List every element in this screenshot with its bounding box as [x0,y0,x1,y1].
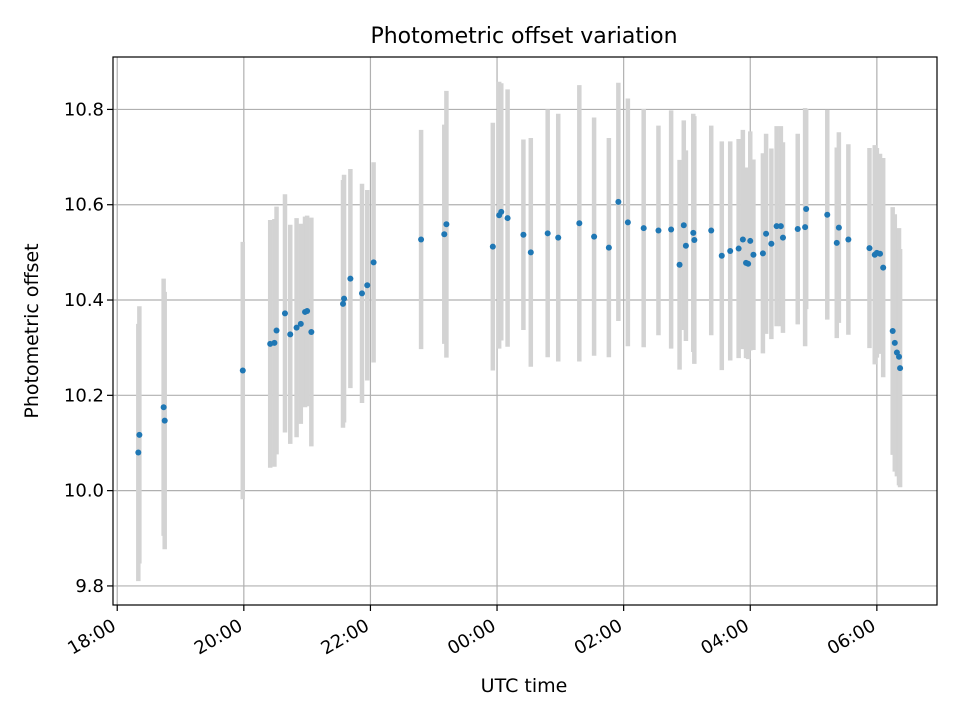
x-tick-label: 00:00 [444,615,499,659]
data-point [835,224,842,231]
data-point [759,250,766,257]
y-tick-label: 10.2 [64,385,104,406]
data-point [897,365,904,372]
data-point [889,328,896,334]
data-point [340,300,347,307]
data-point [833,239,840,246]
data-point [297,320,304,327]
data-point [691,236,698,243]
data-point [682,242,689,249]
data-point [504,215,511,222]
x-axis-ticks: 18:00 20:00 22:00 00:00 02:00 04:00 06:00 [64,605,879,659]
data-point [555,234,562,241]
data-point [308,328,315,335]
y-axis-label: Photometric offset [21,243,43,418]
data-points [135,198,904,456]
y-axis-ticks: 9.8 10.0 10.2 10.4 10.6 10.8 [64,99,113,597]
y-tick-label: 10.4 [64,290,104,311]
chart-title: Photometric offset variation [370,24,677,49]
data-point [866,245,873,252]
data-point [803,206,810,213]
data-point [271,339,278,346]
data-point [773,223,780,230]
data-point [498,208,505,215]
data-point [341,295,348,302]
data-point [676,261,683,268]
data-point [364,282,371,289]
data-point [739,236,746,243]
data-point [161,417,168,424]
grid-lines [113,57,937,605]
data-point [727,247,734,254]
data-point [668,226,675,233]
x-axis-label: UTC time [481,675,568,697]
data-point [624,219,631,226]
data-point [441,231,448,238]
y-tick-label: 10.0 [64,481,104,502]
data-point [544,230,551,237]
data-point [281,310,288,317]
data-point [750,251,757,258]
data-point [708,227,715,234]
data-point [273,327,280,334]
data-point [777,223,784,230]
data-point [794,226,801,233]
data-point [136,431,143,438]
data-point [304,307,311,314]
data-point [160,404,167,411]
data-point [591,233,598,240]
x-tick-label: 02:00 [571,615,626,659]
data-point [718,252,725,259]
data-point [891,339,898,346]
x-tick-label: 18:00 [64,615,119,659]
x-tick-label: 04:00 [697,615,752,659]
data-point [287,331,294,338]
x-tick-label: 22:00 [318,615,373,659]
data-point [763,230,770,237]
data-point [768,240,775,247]
data-point [640,225,647,232]
data-point [779,234,786,241]
data-point [239,367,246,374]
data-point [824,211,831,218]
data-point [877,250,884,257]
data-point [370,259,377,266]
data-point [576,220,583,227]
data-point [845,236,852,243]
data-point [293,324,300,331]
data-point [489,243,496,250]
data-point [347,275,354,282]
data-point [745,260,752,267]
data-point [527,249,534,256]
y-tick-label: 10.6 [64,195,104,216]
x-tick-label: 20:00 [191,615,246,659]
data-point [690,229,697,236]
data-point [605,244,612,251]
data-point [520,231,527,238]
data-point [443,221,450,228]
x-tick-label: 06:00 [824,615,879,659]
plot-frame [112,56,938,606]
data-point [802,224,809,231]
data-point [896,353,903,360]
data-point [735,245,742,252]
data-point [358,290,365,297]
error-bars [136,81,903,582]
data-point [135,449,142,456]
data-point [655,227,662,234]
data-point [747,237,754,244]
data-point [615,198,622,205]
data-point [880,264,887,271]
y-tick-label: 10.8 [64,99,104,120]
data-point [418,236,425,243]
data-point [680,222,687,229]
y-tick-label: 9.8 [75,576,104,597]
